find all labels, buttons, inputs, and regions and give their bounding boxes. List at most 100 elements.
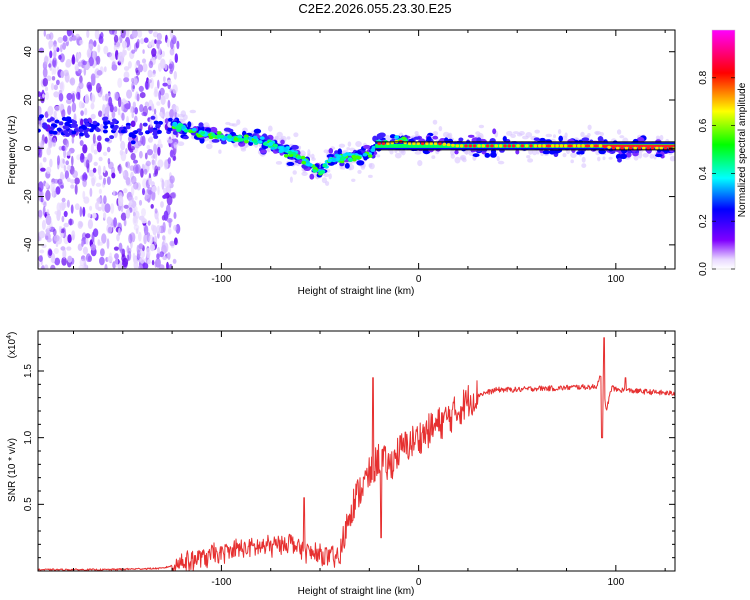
spectral-band [337, 148, 342, 155]
spectral-core [216, 134, 222, 139]
noise-blob [167, 157, 171, 165]
noise-blob [168, 63, 173, 70]
noise-blob [95, 182, 102, 187]
noise-blob [134, 107, 139, 115]
noise-blob [93, 40, 97, 47]
noise-blob [121, 101, 124, 112]
noise-blob [108, 30, 115, 35]
noise-blob [109, 252, 113, 261]
noise-blob [44, 264, 49, 269]
colorbar-tick-label: 0.2 [698, 214, 709, 228]
spectral-band [83, 131, 89, 136]
noise-blob [60, 231, 64, 238]
noise-blob [83, 256, 87, 267]
noise-blob [148, 136, 153, 143]
noise-blob [125, 177, 131, 186]
noise-blob [103, 195, 107, 205]
noise-blob [169, 175, 175, 184]
ridge-peak [568, 144, 572, 148]
noise-blob [106, 146, 111, 153]
ridge-peak [572, 144, 577, 148]
noise-blob [112, 190, 116, 196]
noise-blob [72, 170, 78, 179]
spectral-band [581, 137, 590, 142]
noise-blob [174, 53, 178, 63]
spectral-haze [268, 125, 273, 132]
spectral-core [312, 169, 318, 173]
snr-series-line [38, 337, 675, 571]
spectral-band [309, 173, 315, 180]
spectral-band [260, 149, 267, 154]
noise-blob [120, 151, 127, 162]
spectral-haze [534, 129, 540, 134]
spectral-haze [275, 161, 283, 165]
spectral-core [227, 135, 233, 139]
noise-blob [133, 159, 138, 164]
noise-blob [104, 203, 111, 214]
spectral-band [113, 124, 119, 129]
noise-blob [156, 39, 160, 49]
spectral-core [296, 155, 302, 159]
ridge-peak [438, 142, 442, 146]
noise-blob [87, 219, 93, 230]
noise-blob [53, 91, 60, 98]
noise-blob [44, 86, 49, 92]
noise-blob [122, 257, 129, 268]
spectral-haze [478, 124, 485, 129]
noise-blob [114, 256, 119, 268]
spectral-core [243, 136, 249, 141]
spectral-core [318, 170, 324, 175]
noise-blob [79, 140, 84, 146]
noise-blob [46, 209, 50, 216]
spectral-band [211, 139, 220, 143]
spectral-haze [369, 162, 375, 170]
spectral-band [52, 130, 58, 135]
ridge-peak [429, 141, 434, 146]
noise-blob [124, 103, 131, 110]
noise-blob [118, 96, 122, 108]
ridge-peak [607, 145, 611, 149]
snr-panel: -100 0 100 0.5 1.0 1.5 Height of straight lin… [6, 330, 676, 597]
ridge-peak [529, 144, 533, 148]
noise-blob [129, 105, 134, 114]
noise-blob [64, 170, 69, 180]
noise-blob [58, 93, 64, 102]
spectral-core [362, 152, 368, 157]
noise-blob [96, 55, 101, 65]
ridge-peak [433, 141, 438, 146]
noise-blob [156, 101, 161, 106]
noise-blob [121, 40, 128, 49]
noise-blob [38, 142, 41, 147]
noise-blob [85, 233, 91, 239]
noise-blob [61, 257, 67, 266]
noise-blob [116, 233, 120, 242]
noise-blob [103, 212, 107, 219]
noise-blob [66, 98, 72, 105]
ridge-peak [598, 144, 603, 148]
spectral-haze [446, 133, 451, 139]
ridge-peak [555, 144, 559, 148]
noise-blob [106, 238, 110, 250]
noise-blob [63, 69, 69, 77]
noise-blob [147, 79, 152, 84]
spectral-band [42, 124, 47, 129]
noise-blob [96, 82, 101, 94]
noise-blob [148, 177, 152, 186]
ridge-peak [629, 146, 633, 150]
noise-blob [167, 139, 173, 144]
spectrogram-xlabel: Height of straight line (km) [298, 286, 415, 297]
noise-blob [153, 108, 157, 115]
noise-blob [38, 255, 43, 262]
spectral-haze [594, 130, 601, 135]
noise-blob [85, 253, 91, 263]
spectral-band [199, 137, 205, 144]
spectral-haze [450, 153, 455, 159]
noise-blob [50, 82, 55, 91]
noise-blob [56, 202, 62, 213]
noise-blob [106, 176, 111, 185]
spectral-core [331, 157, 337, 162]
noise-blob [92, 228, 99, 238]
noise-blob [113, 44, 118, 52]
noise-blob [143, 225, 149, 236]
noise-blob [113, 91, 119, 101]
